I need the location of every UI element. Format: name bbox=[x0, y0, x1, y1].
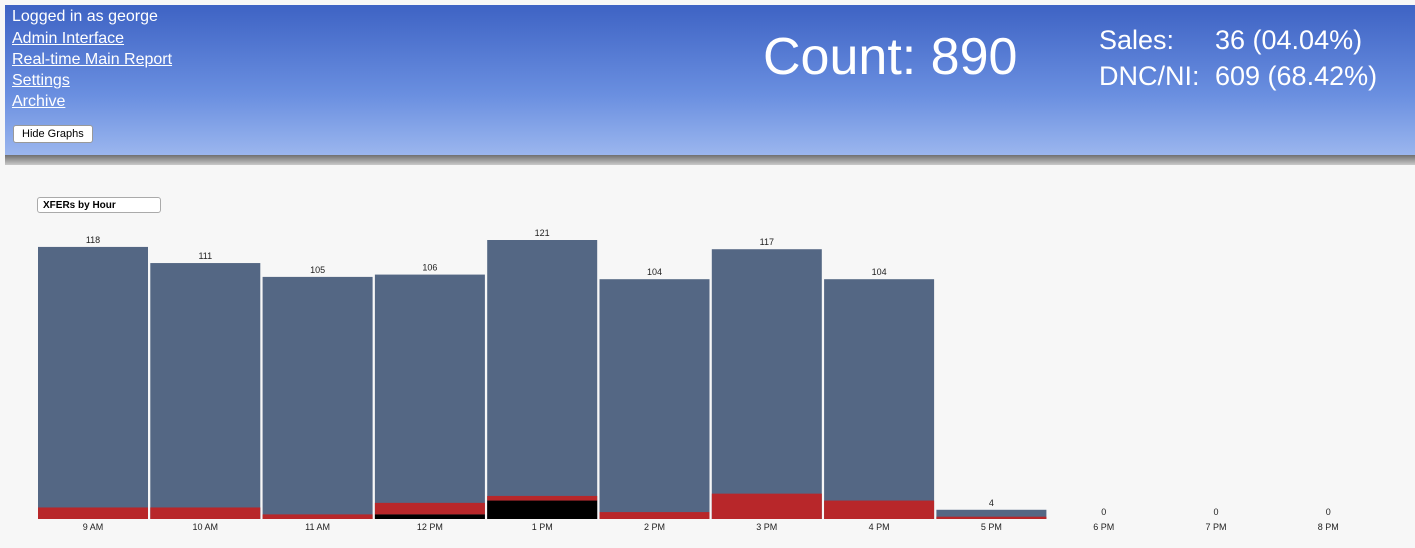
hide-graphs-button[interactable]: Hide Graphs bbox=[13, 125, 93, 143]
x-tick-label: 12 PM bbox=[417, 522, 443, 532]
bar bbox=[150, 263, 261, 519]
sales-value: 36 (04.04%) bbox=[1215, 25, 1363, 55]
value-label: 105 bbox=[310, 265, 325, 275]
x-tick-label: 3 PM bbox=[756, 522, 777, 532]
bar-segment bbox=[487, 495, 598, 501]
value-label: 104 bbox=[647, 267, 662, 277]
bar-segment bbox=[487, 500, 598, 519]
bar-segment bbox=[824, 500, 935, 519]
bar-segment bbox=[262, 514, 373, 519]
sales-label: Sales: bbox=[1099, 25, 1175, 55]
bar bbox=[374, 274, 485, 519]
user-label: Logged in as george bbox=[12, 8, 158, 25]
bar bbox=[38, 246, 148, 519]
x-tick-label: 4 PM bbox=[869, 522, 890, 532]
value-label: 0 bbox=[1213, 507, 1218, 517]
x-tick-label: 11 AM bbox=[305, 522, 330, 532]
bar-segment bbox=[711, 493, 822, 519]
value-label: 0 bbox=[1101, 507, 1106, 517]
nav-link[interactable]: Admin Interface bbox=[12, 30, 125, 47]
graph-select[interactable]: XFERs by Hour bbox=[37, 197, 161, 213]
value-label: 111 bbox=[198, 251, 212, 261]
value-label: 106 bbox=[422, 263, 437, 273]
bar bbox=[599, 279, 710, 519]
x-tick-label: 8 PM bbox=[1318, 522, 1339, 532]
x-tick-label: 6 PM bbox=[1093, 522, 1114, 532]
bar bbox=[262, 276, 373, 519]
nav-link[interactable]: Real-time Main Report bbox=[12, 51, 173, 68]
header-shadow bbox=[5, 155, 1415, 165]
header: Logged in as george Admin Interface Real… bbox=[5, 5, 1415, 155]
bar bbox=[711, 249, 822, 519]
dnc-value: 609 (68.42%) bbox=[1215, 61, 1378, 91]
value-label: 118 bbox=[86, 235, 100, 245]
nav-link[interactable]: Settings bbox=[12, 72, 70, 89]
bar-segment bbox=[150, 507, 261, 519]
bar bbox=[936, 509, 1047, 519]
x-tick-label: 7 PM bbox=[1205, 522, 1226, 532]
x-tick-label: 10 AM bbox=[193, 522, 219, 532]
bar bbox=[824, 279, 935, 519]
x-tick-label: 1 PM bbox=[532, 522, 553, 532]
value-label: 121 bbox=[535, 228, 550, 238]
value-label: 4 bbox=[989, 498, 994, 508]
x-tick-label: 2 PM bbox=[644, 522, 665, 532]
count: Count: 890 bbox=[763, 28, 1018, 86]
x-tick-label: 5 PM bbox=[981, 522, 1002, 532]
dnc-label: DNC/NI: bbox=[1099, 61, 1200, 91]
x-tick-label: 9 AM bbox=[83, 522, 104, 532]
bar-segment bbox=[599, 512, 710, 519]
bar-segment bbox=[38, 507, 148, 519]
bar bbox=[487, 240, 598, 519]
nav-link[interactable]: Archive bbox=[12, 93, 66, 110]
bar-segment bbox=[936, 516, 1047, 519]
bar-segment bbox=[374, 502, 485, 515]
bar-segment bbox=[374, 514, 485, 519]
value-label: 104 bbox=[872, 267, 887, 277]
value-label: 117 bbox=[760, 237, 774, 247]
value-label: 0 bbox=[1326, 507, 1331, 517]
